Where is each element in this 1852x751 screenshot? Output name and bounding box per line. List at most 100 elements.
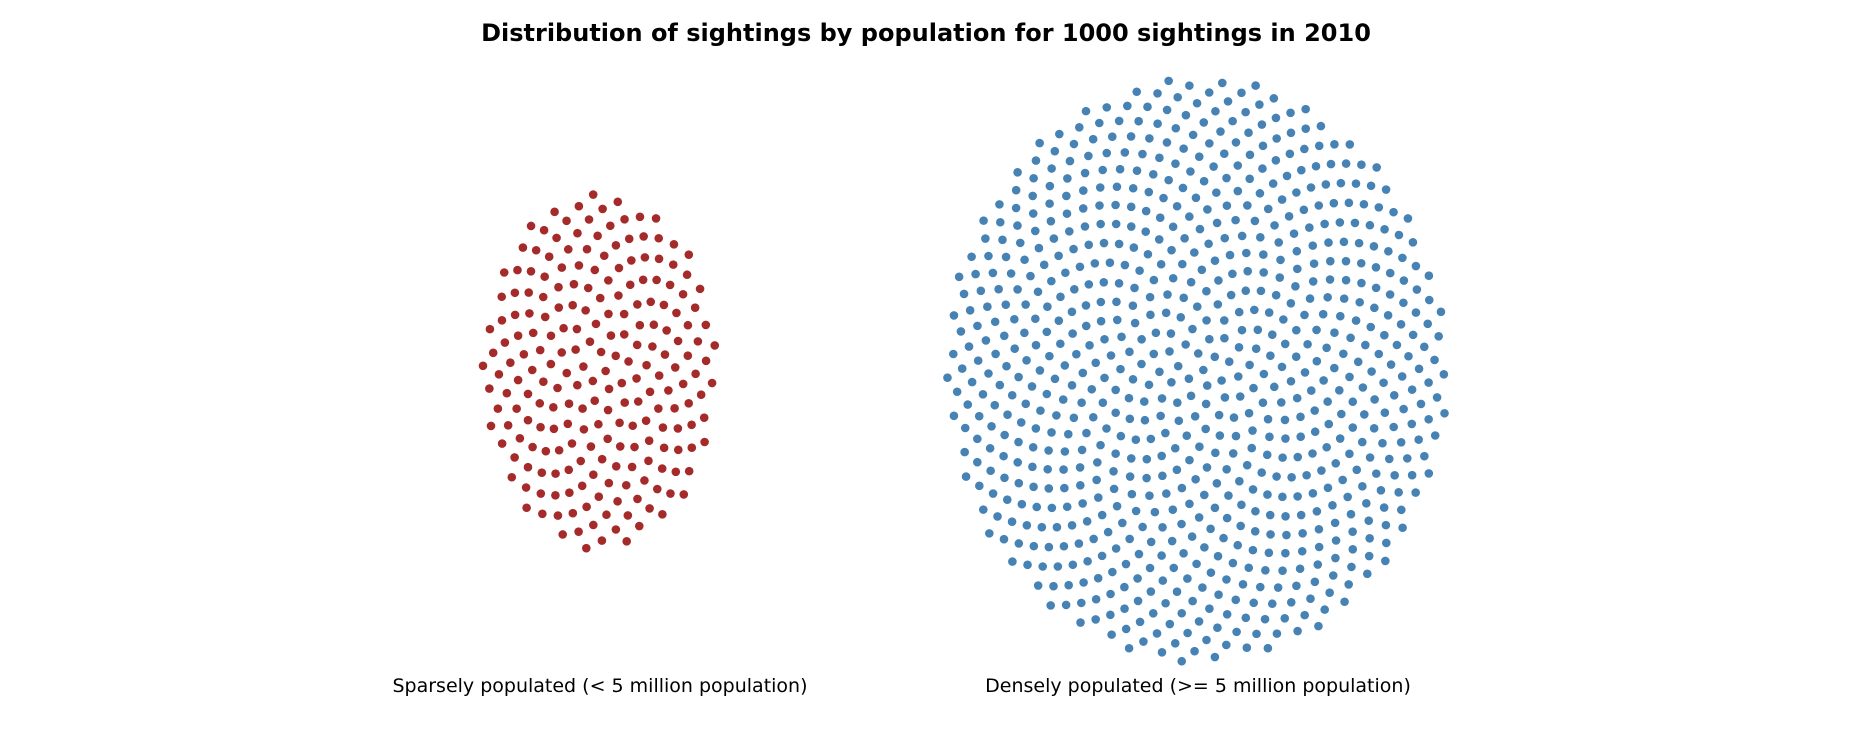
dense-point [1138,522,1147,532]
dense-point [981,336,991,345]
dense-point [1403,454,1412,463]
dense-point [1286,376,1296,386]
dense-point [1305,294,1315,303]
sparse-point [649,320,659,330]
dense-point [1399,404,1408,414]
dense-point [1130,318,1140,328]
dense-point [1241,286,1251,296]
sparse-point [564,465,574,475]
sparse-point [627,256,636,265]
sparse-point [669,240,679,249]
dense-point [1128,183,1138,193]
dense-point [1403,214,1413,223]
dense-point [1029,173,1038,183]
dense-point [1098,165,1107,175]
dense-point [1286,108,1295,118]
dense-point [1185,81,1194,90]
sparse-point [519,350,529,359]
dense-point [1242,460,1252,470]
dense-point [1129,243,1139,252]
dense-point [1351,179,1361,188]
dense-point [1047,276,1056,286]
sparse-point [602,510,611,520]
sparse-point [540,312,550,322]
dense-point [1396,437,1406,447]
dense-point [1319,376,1328,385]
dense-point [1067,521,1077,530]
dense-point [1330,363,1339,373]
dense-point [1228,269,1237,279]
dense-point [1095,118,1104,128]
sparse-point [523,462,533,472]
dense-point [1217,376,1226,385]
dense-point [1082,428,1091,438]
dense-point [1330,518,1340,528]
sparse-point [567,439,577,448]
sparse-point [549,424,559,434]
dense-point [1301,104,1310,114]
dense-point [1093,458,1102,467]
dense-point [1172,587,1182,596]
dense-point [1217,78,1227,88]
dense-point [1028,191,1038,201]
dense-point [1351,316,1361,325]
dense-point [1330,140,1339,149]
dense-point [1060,361,1070,370]
dense-point [1380,224,1389,234]
sparse-point [571,345,580,354]
sparse-point [613,497,622,506]
sparse-point [605,221,615,231]
dense-point [1170,639,1180,648]
dense-point [949,349,958,359]
dense-point [1088,412,1098,422]
sparse-point [535,345,545,355]
dense-point [1089,534,1098,544]
sparse-point [557,348,567,357]
dense-point [1131,435,1141,445]
dense-point [956,327,966,336]
dense-point [998,235,1007,245]
sparse-point [625,280,635,290]
dense-point [1037,522,1047,532]
dense-point [1192,98,1202,108]
sparse-point [611,351,621,361]
sparse-point [632,374,641,383]
dense-point [1117,332,1126,342]
dense-point [1020,255,1029,265]
dense-point [1044,542,1054,552]
dense-point [1139,397,1149,406]
dense-point [1314,141,1324,151]
dense-point [1357,160,1366,169]
dense-point [959,289,969,299]
dense-point [985,443,995,453]
dense-point [1144,187,1154,197]
dense-point [1432,393,1442,402]
dense-point [1355,297,1365,307]
dense-point [1085,340,1094,350]
dense-point [1106,610,1115,620]
sparse-point [682,270,692,280]
dense-point [1325,588,1334,597]
dense-point [1096,297,1106,307]
dense-point [1381,520,1391,530]
sparse-point [601,366,610,376]
dense-point [1286,298,1296,308]
dense-point [1013,221,1022,230]
dense-point [1103,527,1113,537]
dense-point [1291,282,1300,291]
dense-point [1271,290,1281,300]
dense-point [1298,529,1307,538]
dense-point [1023,560,1032,570]
dense-point [1148,170,1158,179]
dense-point [1396,320,1406,329]
dense-point [1135,266,1144,275]
dense-point [1224,357,1234,367]
dense-point [1142,454,1152,464]
sparse-point [579,362,588,371]
dense-point [1079,186,1088,195]
dense-point [1123,101,1132,111]
dense-point [1286,128,1296,138]
dense-point [1266,351,1275,361]
sparse-point [635,521,644,531]
dense-point [1292,188,1301,197]
